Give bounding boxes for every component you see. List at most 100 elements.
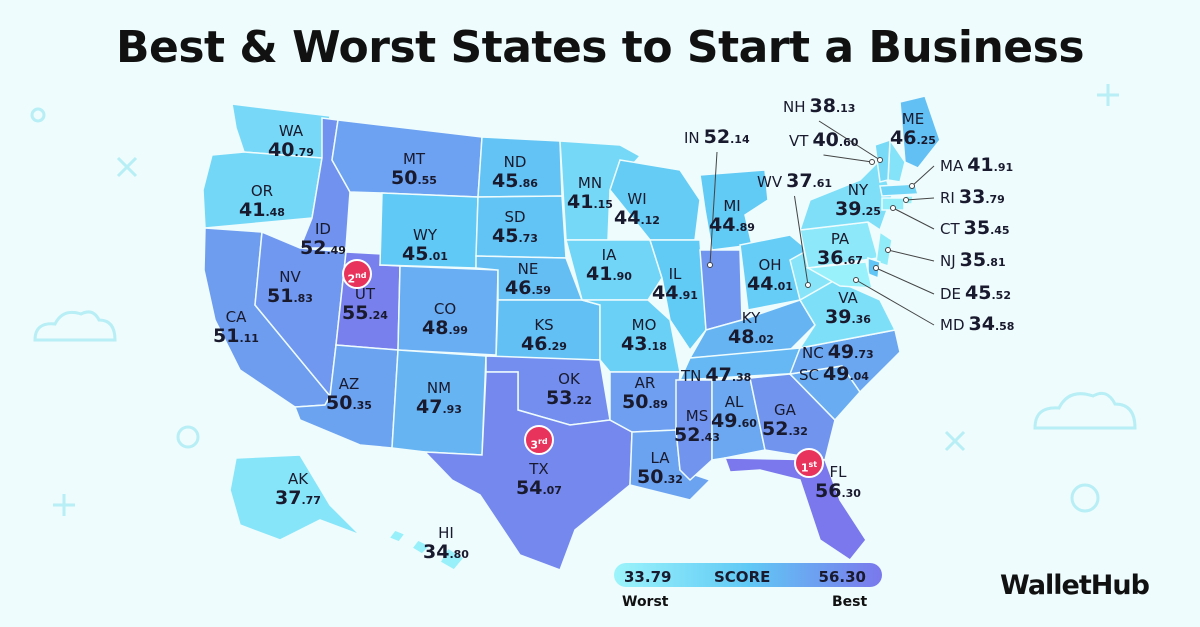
state-score: 50.35	[326, 392, 372, 414]
state-abbr: MT	[402, 150, 426, 168]
state-score: 50.55	[391, 167, 437, 189]
legend-label: SCORE	[714, 568, 771, 586]
state-label-de: DE 45.52	[940, 284, 1011, 303]
leader-dot-wv	[805, 282, 811, 288]
state-label-nm: NM 47.93	[399, 381, 479, 417]
state-label-va: VA 39.36	[808, 291, 888, 327]
leader-dot-in	[707, 262, 713, 268]
leader-line-ri	[905, 197, 935, 201]
state-score: 48.02	[728, 326, 774, 348]
deco-cloud-icon	[1033, 391, 1137, 430]
rank-badge-3: 3rd	[524, 425, 554, 455]
state-abbr: IN	[684, 129, 700, 147]
state-label-az: AZ 50.35	[309, 377, 389, 413]
leader-line-vt	[823, 154, 873, 163]
deco-cloud-icon	[33, 310, 117, 342]
state-abbr: KY	[741, 309, 761, 327]
state-label-mo: MO 43.18	[604, 318, 684, 354]
legend-max: 56.30	[818, 568, 866, 586]
deco-plus-icon	[53, 494, 75, 516]
state-score: 49.73	[827, 341, 874, 363]
state-abbr: AR	[634, 374, 656, 392]
state-score: 52.32	[762, 418, 808, 440]
leader-line-in	[709, 151, 718, 266]
state-abbr: OR	[250, 182, 274, 200]
state-score: 52.14	[703, 126, 750, 148]
state-abbr: MD	[940, 316, 965, 334]
state-label-ut: UT 55.24	[325, 287, 405, 323]
state-label-il: IL 44.91	[635, 267, 715, 303]
state-me	[899, 95, 941, 169]
leader-dot-ct	[890, 205, 896, 211]
state-label-ca: CA 51.11	[196, 310, 276, 346]
state-label-al: AL 49.60	[694, 395, 774, 431]
state-abbr: NM	[426, 379, 452, 397]
state-hi	[387, 529, 466, 571]
leader-line-de	[875, 267, 935, 295]
state-abbr: ND	[503, 153, 527, 171]
state-score: 39.25	[835, 198, 881, 220]
state-abbr: CT	[940, 220, 960, 238]
state-abbr: WA	[278, 122, 304, 140]
state-score: 41.90	[586, 263, 632, 285]
state-label-md: MD 34.58	[940, 315, 1014, 334]
state-abbr: CO	[433, 300, 457, 318]
leader-dot-vt	[869, 159, 875, 165]
deco-circle-icon	[30, 107, 46, 123]
state-score: 47.93	[416, 396, 462, 418]
state-label-ga: GA 52.32	[745, 403, 825, 439]
state-label-tx: TX 54.07	[499, 462, 579, 498]
deco-plus-icon	[1097, 84, 1119, 106]
state-label-ct: CT 35.45	[940, 219, 1010, 238]
state-score: 48.99	[422, 317, 468, 339]
wallethub-logo: WalletHub	[1000, 570, 1150, 601]
state-score: 37.61	[786, 170, 833, 192]
state-label-nh: NH 38.13	[783, 97, 855, 116]
state-score: 45.52	[965, 282, 1011, 304]
state-score: 49.60	[711, 410, 757, 432]
state-label-wy: WY 45.01	[385, 228, 465, 264]
state-score: 52.49	[300, 237, 346, 259]
leader-line-nj	[887, 249, 935, 262]
state-label-me: ME 46.25	[873, 112, 953, 148]
state-label-tn: TN 47.38	[681, 366, 751, 385]
state-label-in: IN 52.14	[684, 128, 750, 147]
state-ct	[881, 197, 905, 211]
state-score: 45.01	[402, 243, 448, 265]
state-score: 40.60	[812, 129, 859, 151]
state-abbr: NH	[783, 98, 806, 116]
state-label-ia: IA 41.90	[569, 248, 649, 284]
rank-badge-2: 2nd	[342, 259, 372, 289]
state-score: 51.11	[213, 325, 259, 347]
state-score: 44.01	[747, 273, 793, 295]
state-abbr: CA	[225, 308, 247, 326]
state-label-ar: AR 50.89	[605, 376, 685, 412]
state-abbr: WV	[757, 173, 783, 191]
state-abbr: GA	[774, 401, 796, 419]
state-label-nv: NV 51.83	[250, 270, 330, 306]
background-decorations	[30, 84, 1137, 516]
rank-badge-1: 1st	[794, 448, 824, 478]
state-label-ak: AK 37.77	[258, 472, 338, 508]
leader-dot-de	[873, 265, 879, 271]
state-abbr: PA	[830, 230, 850, 248]
page-title: Best & Worst States to Start a Business	[115, 22, 1085, 73]
state-score: 50.89	[622, 391, 668, 413]
state-score: 41.91	[967, 154, 1014, 176]
state-abbr: SD	[504, 208, 526, 226]
deco-circle-icon	[176, 425, 200, 449]
state-abbr: TN	[681, 367, 702, 385]
leader-line-ma	[911, 165, 935, 187]
state-abbr: MS	[685, 407, 709, 425]
state-score: 37.77	[275, 487, 321, 509]
state-score: 34.58	[968, 313, 1015, 335]
state-abbr: VA	[838, 289, 858, 307]
leader-line-ct	[892, 207, 935, 230]
state-label-wi: WI 44.12	[597, 192, 677, 228]
state-abbr: OH	[758, 256, 782, 274]
state-score: 44.12	[614, 207, 660, 229]
state-score: 46.29	[521, 333, 567, 355]
state-abbr: FL	[829, 463, 847, 481]
state-abbr: AL	[724, 393, 744, 411]
